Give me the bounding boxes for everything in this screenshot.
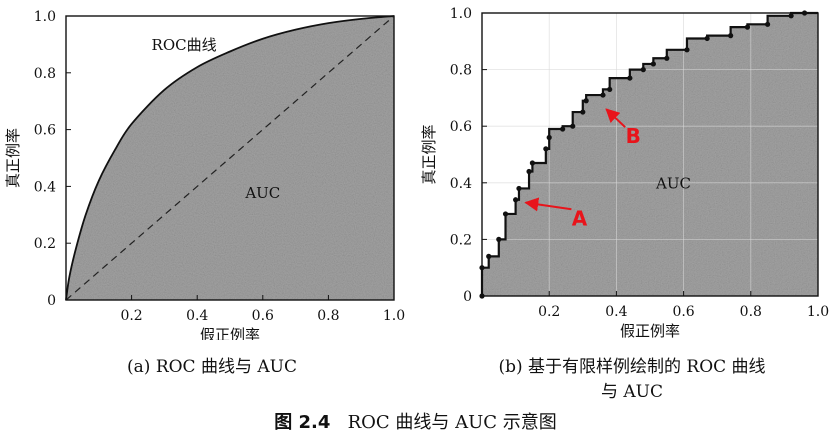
chart-a-y-tick-label: 0 xyxy=(47,293,56,309)
chart-a-y-tick-label: 0.4 xyxy=(34,179,56,195)
subcaption-b-line1: (b) 基于有限样例绘制的 ROC 曲线 xyxy=(498,357,766,377)
figure-title: ROC 曲线与 AUC 示意图 xyxy=(347,412,557,433)
chart-a-x-tick-label: 1.0 xyxy=(383,308,405,324)
chart-b-x-tick-label: 0.4 xyxy=(605,304,627,320)
chart-a-y-tick-label: 0.8 xyxy=(34,66,56,82)
roc-point-b xyxy=(650,61,656,67)
roc-point-b xyxy=(526,168,532,175)
roc-chart-b: 0.2 0.4 0.6 0.8 1.0 0 0.2 0.4 0.6 0.8 1.0 假正例率 真正例率 A… xyxy=(412,0,831,340)
subcaption-b: (b) 基于有限样例绘制的 ROC 曲线 与 AUC xyxy=(452,355,812,405)
roc-point-b xyxy=(502,211,509,217)
roc-point-b xyxy=(560,126,566,132)
point-a-label: A xyxy=(572,206,588,230)
chart-b-y-tick-label: 0.8 xyxy=(450,63,472,79)
roc-point-b xyxy=(529,160,535,166)
roc-point-b xyxy=(546,134,552,141)
chart-b-y-tick-label: 0.4 xyxy=(450,176,472,192)
roc-point-b xyxy=(583,98,589,104)
chart-b-x-tick-label: 0.6 xyxy=(672,304,694,320)
roc-chart-a-svg: 0.2 0.4 0.6 0.8 1.0 0 0.2 0.4 0.6 0.8 1.0 假正例率 真正例率 R… xyxy=(4,9,405,340)
chart-a-y-tick-label: 0.2 xyxy=(34,236,56,252)
roc-point-b xyxy=(765,21,771,27)
chart-a-x-tick-label: 0.4 xyxy=(186,308,208,324)
auc-label-a: AUC xyxy=(244,184,280,202)
point-b-label: B xyxy=(626,124,641,148)
random-guess-diagonal xyxy=(65,15,395,301)
roc-point-b xyxy=(580,109,586,115)
roc-point-b xyxy=(684,47,690,53)
figure-number: 图 2.4 xyxy=(274,412,331,433)
roc-curve-label-a: ROC曲线 xyxy=(152,36,217,54)
roc-point-b xyxy=(607,86,613,93)
roc-point-b xyxy=(788,13,794,19)
chart-b-y-axis-label: 真正例率 xyxy=(420,124,438,184)
chart-a-y-tick-label: 0.6 xyxy=(34,123,56,139)
chart-b-x-tick-label: 1.0 xyxy=(807,304,829,320)
roc-curve-a xyxy=(65,15,395,301)
roc-point-b xyxy=(513,197,519,203)
chart-a-x-tick-label: 0.6 xyxy=(252,308,274,324)
roc-point-b xyxy=(600,92,606,98)
auc-label-b: AUC xyxy=(655,174,691,192)
chart-b-y-tick-label: 0.2 xyxy=(450,232,472,248)
point-b-arrow xyxy=(605,108,626,128)
chart-a-x-tick-label: 0.8 xyxy=(317,308,339,324)
chart-b-y-tick-label: 1.0 xyxy=(450,6,472,22)
roc-point-b xyxy=(543,146,549,152)
roc-point-b xyxy=(627,75,633,81)
chart-a-x-tick-label: 0.2 xyxy=(120,308,142,324)
point-a-arrow xyxy=(524,197,572,212)
auc-area-b xyxy=(482,13,818,296)
roc-point-b xyxy=(728,33,734,39)
roc-point-b xyxy=(640,67,646,73)
chart-b-x-tick-label: 0.2 xyxy=(538,304,560,320)
roc-point-b xyxy=(486,253,492,259)
figure-caption: 图 2.4 ROC 曲线与 AUC 示意图 xyxy=(0,410,831,435)
roc-point-b xyxy=(704,35,710,42)
roc-point-b xyxy=(744,24,751,30)
chart-b-y-tick-label: 0 xyxy=(463,289,472,305)
chart-a-y-axis-label: 真正例率 xyxy=(4,128,22,188)
chart-a-plot-frame xyxy=(65,15,395,301)
chart-b-plot-frame xyxy=(481,12,819,297)
roc-point-b xyxy=(516,185,522,192)
roc-point-b xyxy=(570,123,576,129)
roc-chart-b-svg: 0.2 0.4 0.6 0.8 1.0 0 0.2 0.4 0.6 0.8 1.0 假正例率 真正例率 A… xyxy=(420,6,829,340)
subcaption-a: (a) ROC 曲线与 AUC xyxy=(127,357,297,377)
roc-point-b xyxy=(664,55,670,61)
chart-b-x-tick-label: 0.8 xyxy=(740,304,762,320)
chart-a-x-axis-label: 假正例率 xyxy=(200,326,260,340)
roc-point-b xyxy=(496,236,502,242)
subcaption-b-line2: 与 AUC xyxy=(600,382,663,402)
chart-a-y-tick-label: 1.0 xyxy=(34,9,56,25)
roc-chart-a: 0.2 0.4 0.6 0.8 1.0 0 0.2 0.4 0.6 0.8 1.0 假正例率 真正例率 R… xyxy=(0,0,412,340)
chart-b-x-axis-label: 假正例率 xyxy=(620,322,680,340)
chart-b-y-tick-label: 0.6 xyxy=(450,119,472,135)
